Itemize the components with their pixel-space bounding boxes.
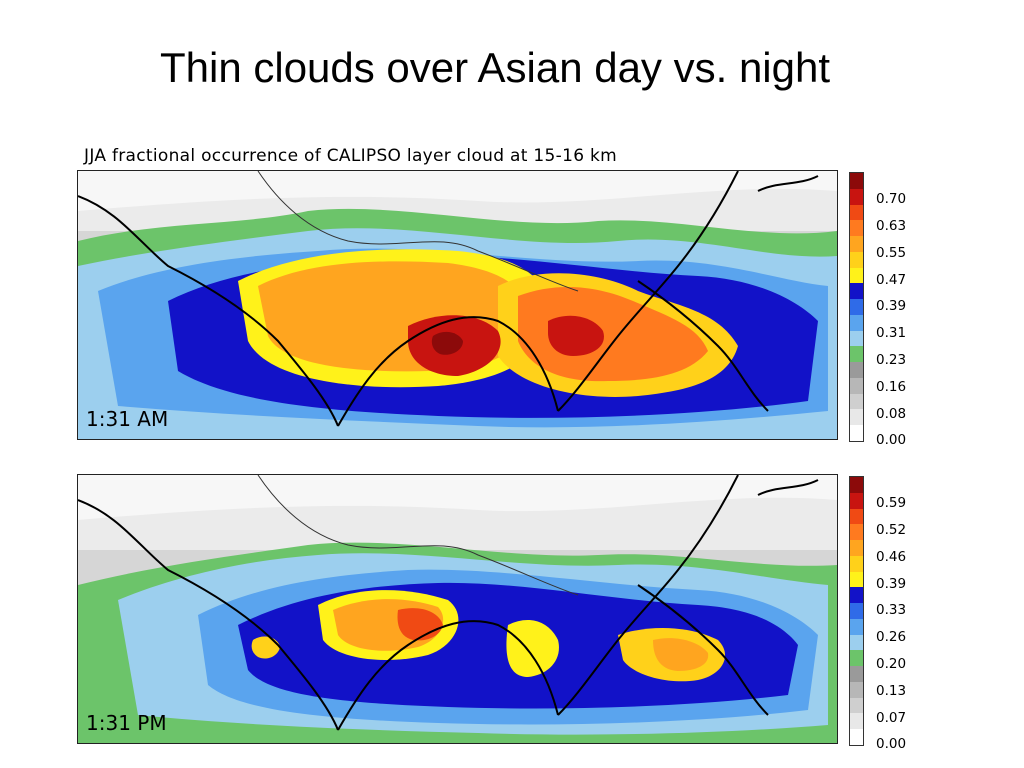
time-label-night: 1:31 AM (86, 407, 169, 431)
colorbar-segment (850, 283, 863, 299)
time-label-day: 1:31 PM (86, 711, 167, 735)
colorbar-tick-day: 0.07 (876, 710, 907, 726)
colorbar-segment (850, 188, 863, 205)
colorbar-segment (850, 587, 863, 603)
colorbar-segment (850, 377, 863, 394)
colorbar-tick-night: 0.47 (876, 272, 907, 288)
colorbar-segment (850, 492, 863, 509)
colorbar-tick-day: 0.13 (876, 683, 907, 699)
colorbar-tick-night: 0.63 (876, 218, 907, 234)
colorbar-segment (850, 236, 863, 252)
slide-title: Thin clouds over Asian day vs. night (159, 44, 831, 91)
colorbar-segment (850, 299, 863, 315)
colorbar-tick-day: 0.00 (876, 736, 907, 752)
colorbar-tick-day: 0.26 (876, 629, 907, 645)
colorbar-segment (850, 267, 863, 284)
colorbar-day (849, 476, 864, 746)
colorbar-segment (850, 425, 863, 441)
colorbar-tick-night: 0.55 (876, 245, 907, 261)
colorbar-tick-day: 0.59 (876, 495, 907, 511)
colorbar-tick-day: 0.39 (876, 576, 907, 592)
colorbar-tick-night: 0.39 (876, 298, 907, 314)
colorbar-segment (850, 173, 863, 189)
colorbar-tick-day: 0.20 (876, 656, 907, 672)
colorbar-segment (850, 697, 863, 714)
colorbar-tick-night: 0.31 (876, 325, 907, 341)
colorbar-segment (850, 330, 863, 347)
colorbar-segment (850, 409, 863, 425)
map-day (78, 475, 837, 743)
colorbar-tick-night: 0.23 (876, 352, 907, 368)
colorbar-tick-night: 0.70 (876, 191, 907, 207)
colorbar-segment (850, 681, 863, 698)
colorbar-tick-night: 0.08 (876, 406, 907, 422)
colorbar-segment (850, 666, 863, 682)
colorbar-segment (850, 540, 863, 556)
colorbar-segment (850, 650, 863, 666)
colorbar-segment (850, 251, 863, 268)
colorbar-segment (850, 477, 863, 493)
colorbar-segment (850, 603, 863, 619)
colorbar-segment (850, 314, 863, 331)
colorbar-segment (850, 220, 863, 236)
colorbar-segment (850, 618, 863, 635)
colorbar-segment (850, 393, 863, 410)
figure-title: JJA fractional occurrence of CALIPSO lay… (84, 146, 618, 166)
colorbar-segment (850, 571, 863, 588)
colorbar-tick-day: 0.33 (876, 602, 907, 618)
colorbar-night (849, 172, 864, 442)
map-panel-night: 1:31 AM (77, 170, 838, 440)
colorbar-tick-night: 0.16 (876, 379, 907, 395)
colorbar-tick-day: 0.52 (876, 522, 907, 538)
map-night (78, 171, 837, 439)
colorbar-tick-night: 0.00 (876, 432, 907, 448)
colorbar-segment (850, 204, 863, 221)
colorbar-segment (850, 729, 863, 745)
colorbar-segment (850, 634, 863, 651)
colorbar-tick-day: 0.46 (876, 549, 907, 565)
colorbar-segment (850, 555, 863, 572)
colorbar-segment (850, 362, 863, 378)
colorbar-segment (850, 524, 863, 540)
colorbar-segment (850, 346, 863, 362)
map-panel-day: 1:31 PM (77, 474, 838, 744)
colorbar-segment (850, 713, 863, 729)
colorbar-segment (850, 508, 863, 525)
